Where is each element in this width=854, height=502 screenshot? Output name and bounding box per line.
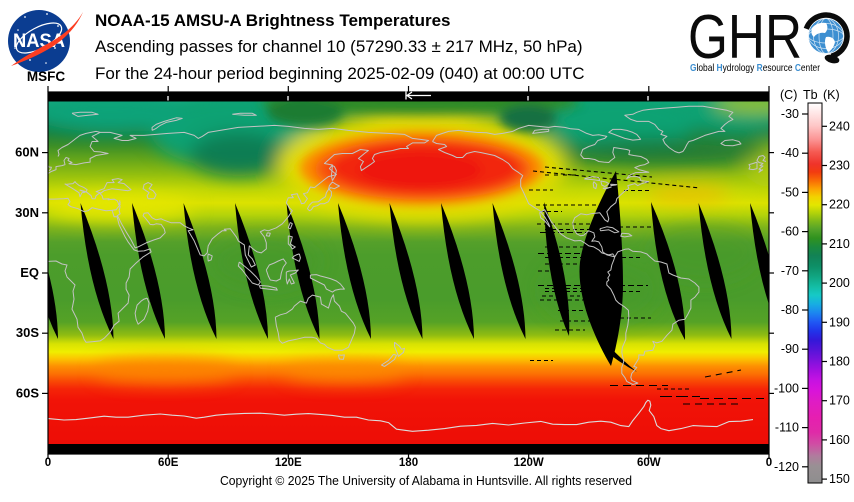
- svg-text:30N: 30N: [15, 205, 39, 220]
- svg-text:-80: -80: [781, 303, 799, 317]
- svg-text:For the 24-hour period beginni: For the 24-hour period beginning 2025-02…: [95, 64, 585, 83]
- svg-text:120E: 120E: [275, 457, 302, 469]
- svg-text:0: 0: [766, 457, 772, 469]
- svg-text:200: 200: [829, 276, 850, 290]
- svg-text:Copyright © 2025 The Universit: Copyright © 2025 The University of Alaba…: [220, 474, 632, 488]
- svg-text:210: 210: [829, 237, 850, 251]
- svg-text:Tb: Tb: [803, 88, 818, 102]
- svg-text:230: 230: [829, 159, 850, 173]
- svg-text:(K): (K): [823, 88, 840, 102]
- svg-text:-120: -120: [774, 460, 799, 474]
- svg-text:-40: -40: [781, 146, 799, 160]
- svg-text:GHR: GHR: [688, 3, 802, 72]
- svg-text:150: 150: [829, 472, 850, 486]
- svg-text:190: 190: [829, 315, 850, 329]
- svg-text:Global Hydrology Resource Cent: Global Hydrology Resource Center: [690, 62, 820, 74]
- svg-text:60W: 60W: [637, 457, 661, 469]
- svg-text:-110: -110: [775, 421, 799, 435]
- svg-text:Ascending passes for channel 1: Ascending passes for channel 10 (57290.3…: [95, 37, 583, 56]
- svg-text:-60: -60: [781, 225, 799, 239]
- svg-text:180: 180: [829, 355, 850, 369]
- svg-text:160: 160: [829, 433, 850, 447]
- svg-text:-50: -50: [781, 185, 799, 199]
- svg-text:60E: 60E: [158, 457, 179, 469]
- svg-text:240: 240: [829, 119, 850, 133]
- svg-text:NOAA-15 AMSU-A Brightness Temp: NOAA-15 AMSU-A Brightness Temperatures: [95, 11, 451, 30]
- svg-text:MSFC: MSFC: [27, 69, 65, 84]
- svg-text:-100: -100: [774, 381, 799, 395]
- svg-text:180: 180: [399, 457, 418, 469]
- svg-text:220: 220: [829, 198, 850, 212]
- svg-text:30S: 30S: [16, 325, 39, 340]
- svg-text:60N: 60N: [15, 145, 39, 160]
- svg-text:-90: -90: [781, 342, 799, 356]
- svg-text:60S: 60S: [16, 385, 39, 400]
- svg-text:-30: -30: [781, 107, 799, 121]
- svg-text:0: 0: [45, 457, 51, 469]
- svg-text:(C): (C): [780, 88, 797, 102]
- svg-text:EQ: EQ: [20, 265, 39, 280]
- svg-text:170: 170: [829, 394, 850, 408]
- svg-text:-70: -70: [781, 264, 799, 278]
- svg-text:120W: 120W: [514, 457, 544, 469]
